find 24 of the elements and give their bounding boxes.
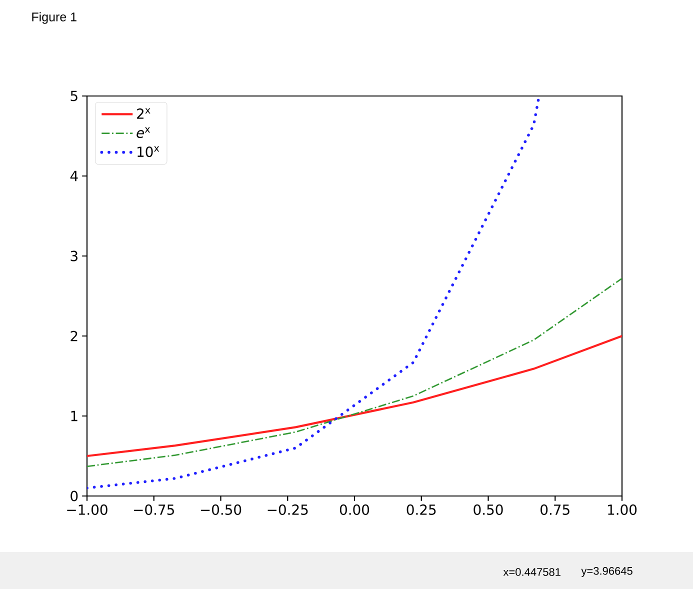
x-tick-label: −1.00 — [67, 504, 108, 515]
x-tick-label: 0.25 — [406, 504, 436, 515]
legend-label: e$^{x}$ — [136, 127, 150, 138]
text: x=0.447581 — [503, 568, 560, 576]
y-tick-label: 5 — [70, 90, 78, 102]
legend-label: 10$^{x}$ — [138, 146, 160, 158]
y-tick-label: 4 — [70, 170, 78, 182]
x-tick-label: −0.50 — [200, 504, 242, 515]
x-tick-label: 0.50 — [474, 504, 503, 515]
x-tick-label: −0.75 — [134, 504, 174, 515]
y-tick-label: 1 — [71, 410, 78, 422]
x-tick-label: 0.00 — [340, 504, 370, 515]
y-tick-label: 2 — [70, 330, 78, 342]
x-tick-label: 0.75 — [540, 504, 570, 515]
x-tick-label: 1.00 — [608, 504, 637, 515]
line-series — [87, 278, 622, 468]
x-tick-label: −0.25 — [268, 504, 308, 515]
text: y=3.96645 — [581, 567, 632, 577]
y-tick-label: 0 — [70, 490, 78, 502]
line-series — [87, 334, 622, 458]
legend-label: 2$^{x}$ — [137, 108, 150, 119]
line-series — [87, 96, 540, 490]
y-tick-label: 3 — [70, 250, 78, 262]
caption: Figure 1 — [32, 12, 76, 24]
